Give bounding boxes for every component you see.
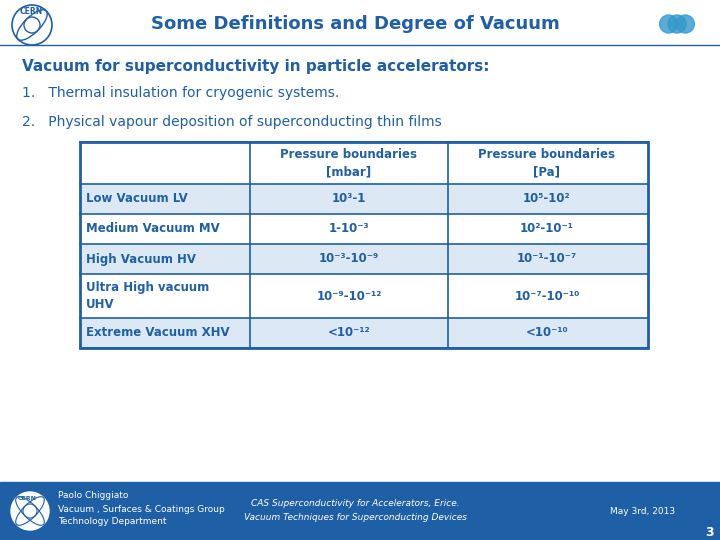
Text: 10⁻³-10⁻⁹: 10⁻³-10⁻⁹ — [319, 253, 379, 266]
Circle shape — [668, 15, 686, 33]
Text: Extreme Vacuum XHV: Extreme Vacuum XHV — [86, 327, 230, 340]
Circle shape — [660, 15, 678, 33]
Text: 1-10⁻³: 1-10⁻³ — [329, 222, 369, 235]
Text: Vacuum for superconductivity in particle accelerators:: Vacuum for superconductivity in particle… — [22, 58, 490, 73]
Text: 10⁻¹-10⁻⁷: 10⁻¹-10⁻⁷ — [517, 253, 577, 266]
Text: Pressure boundaries
[Pa]: Pressure boundaries [Pa] — [479, 148, 616, 178]
Circle shape — [11, 492, 49, 530]
Text: CERN: CERN — [20, 6, 43, 16]
Text: <10⁻¹⁰: <10⁻¹⁰ — [526, 327, 568, 340]
Text: May 3rd, 2013: May 3rd, 2013 — [610, 507, 675, 516]
Text: <10⁻¹²: <10⁻¹² — [328, 327, 370, 340]
Bar — [80, 214, 648, 244]
Bar — [80, 274, 648, 318]
Text: 1.   Thermal insulation for cryogenic systems.: 1. Thermal insulation for cryogenic syst… — [22, 86, 339, 100]
Text: Technology Department: Technology Department — [58, 517, 166, 526]
Bar — [80, 244, 648, 274]
Text: 10⁻⁹-10⁻¹²: 10⁻⁹-10⁻¹² — [316, 289, 382, 302]
Text: Medium Vacuum MV: Medium Vacuum MV — [86, 222, 220, 235]
Text: High Vacuum HV: High Vacuum HV — [86, 253, 196, 266]
Circle shape — [676, 15, 694, 33]
Circle shape — [23, 504, 37, 518]
Circle shape — [12, 5, 52, 45]
Text: Vacuum Techniques for Superconducting Devices: Vacuum Techniques for Superconducting De… — [243, 514, 467, 523]
Text: Pressure boundaries
[mbar]: Pressure boundaries [mbar] — [281, 148, 418, 178]
Text: 10⁻⁷-10⁻¹⁰: 10⁻⁷-10⁻¹⁰ — [514, 289, 580, 302]
Text: 2.   Physical vapour deposition of superconducting thin films: 2. Physical vapour deposition of superco… — [22, 115, 442, 129]
Text: Some Definitions and Degree of Vacuum: Some Definitions and Degree of Vacuum — [150, 15, 559, 33]
Text: CERN: CERN — [18, 496, 37, 501]
Bar — [80, 142, 648, 348]
Text: Paolo Chiggiato: Paolo Chiggiato — [58, 491, 128, 501]
Text: 10²-10⁻¹: 10²-10⁻¹ — [520, 222, 574, 235]
Text: CAS Superconductivity for Accelerators, Erice.: CAS Superconductivity for Accelerators, … — [251, 500, 459, 509]
Text: Low Vacuum LV: Low Vacuum LV — [86, 192, 188, 206]
Bar — [0, 482, 720, 540]
Bar — [80, 184, 648, 214]
Bar — [80, 142, 648, 348]
Text: 3: 3 — [705, 526, 714, 539]
Text: 10⁵-10²: 10⁵-10² — [523, 192, 571, 206]
Text: 10³-1: 10³-1 — [332, 192, 366, 206]
Text: Vacuum , Surfaces & Coatings Group: Vacuum , Surfaces & Coatings Group — [58, 504, 225, 514]
Text: Ultra High vacuum
UHV: Ultra High vacuum UHV — [86, 281, 210, 311]
Bar — [80, 318, 648, 348]
Circle shape — [24, 17, 40, 33]
